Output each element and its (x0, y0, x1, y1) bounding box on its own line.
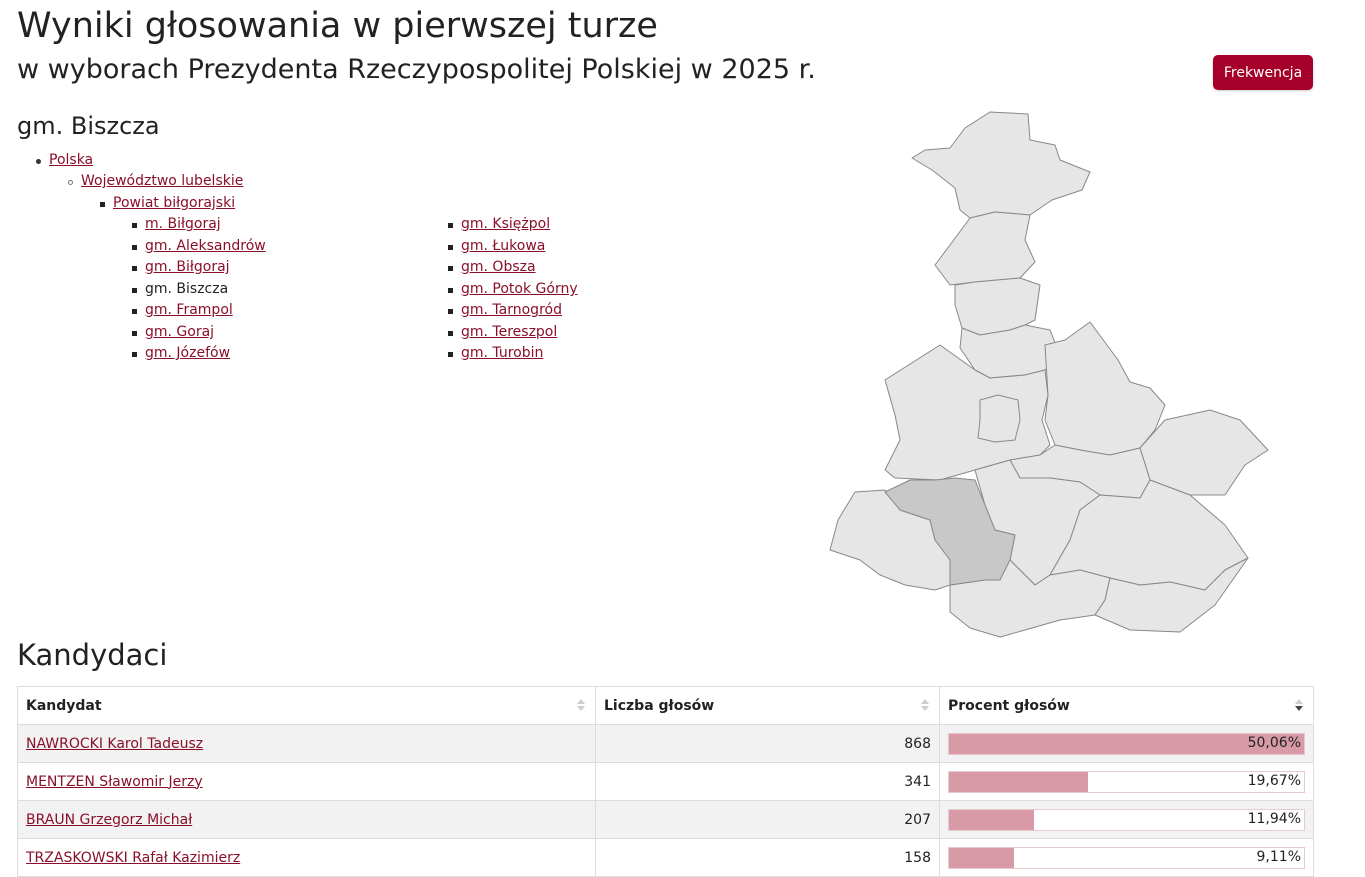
gmina-link[interactable]: gm. Goraj (145, 324, 215, 340)
bullet-icon (132, 352, 137, 357)
county-map (829, 111, 1269, 638)
bullet-icon (448, 352, 453, 357)
bullet-icon (448, 223, 453, 228)
gmina-link[interactable]: gm. Potok Górny (461, 281, 578, 297)
gmina-link[interactable]: gm. Aleksandrów (145, 238, 266, 254)
map-region[interactable] (884, 344, 1051, 481)
link-wojewodztwo[interactable]: Województwo lubelskie (81, 173, 244, 189)
bullet-icon (132, 288, 137, 293)
percent-bar-fill (949, 847, 1014, 868)
bullet-icon (448, 331, 453, 336)
bullet-icon (448, 245, 453, 250)
column-header-liczba-glosow[interactable]: Liczba głosów (595, 686, 940, 725)
percent-cell: 19,67% (939, 762, 1314, 801)
gmina-link[interactable]: gm. Tereszpol (461, 324, 558, 340)
table-row: TRZASKOWSKI Rafał Kazimierz 158 9,11% (17, 838, 1314, 877)
map-region[interactable] (934, 211, 1036, 286)
table-row: BRAUN Grzegorz Michał 207 11,94% (17, 800, 1314, 839)
bullet-icon (132, 266, 137, 271)
candidates-table: Kandydat Liczba głosów Procent głosów NA… (17, 686, 1314, 877)
gmina-link[interactable]: gm. Łukowa (461, 238, 546, 254)
votes-cell: 207 (595, 800, 940, 839)
percent-label: 50,06% (1247, 734, 1301, 751)
percent-bar: 19,67% (948, 770, 1305, 793)
breadcrumb-item-county: Powiat biłgorajski (100, 195, 235, 211)
candidate-link[interactable]: TRZASKOWSKI Rafał Kazimierz (26, 849, 241, 866)
sort-icon[interactable] (921, 699, 929, 713)
gmina-link[interactable]: gm. Frampol (145, 302, 233, 318)
gmina-link[interactable]: m. Biłgoraj (145, 216, 221, 232)
candidate-link[interactable]: MENTZEN Sławomir Jerzy (26, 773, 203, 790)
percent-bar-fill (949, 733, 1304, 754)
percent-label: 11,94% (1247, 810, 1301, 827)
percent-cell: 11,94% (939, 800, 1314, 839)
table-row: MENTZEN Sławomir Jerzy 341 19,67% (17, 762, 1314, 801)
link-powiat[interactable]: Powiat biłgorajski (113, 195, 236, 211)
frekwencja-button[interactable]: Frekwencja (1213, 55, 1313, 90)
votes-cell: 868 (595, 724, 940, 763)
column-header-kandydat[interactable]: Kandydat (17, 686, 596, 725)
bullet-icon (132, 223, 137, 228)
column-header-label: Liczba głosów (604, 697, 715, 714)
bullet-icon (68, 180, 73, 185)
column-header-procent-glosow[interactable]: Procent głosów (939, 686, 1314, 725)
percent-label: 9,11% (1256, 848, 1301, 865)
sort-icon[interactable] (577, 699, 585, 713)
percent-label: 19,67% (1247, 772, 1301, 789)
bullet-icon (100, 202, 105, 207)
breadcrumb-item-voivodeship: Województwo lubelskie (68, 173, 243, 189)
percent-bar: 11,94% (948, 808, 1305, 831)
location-title: gm. Biszcza (17, 112, 160, 140)
candidate-link[interactable]: NAWROCKI Karol Tadeusz (26, 735, 204, 752)
gmina-link[interactable]: gm. Obsza (461, 259, 536, 275)
votes-cell: 158 (595, 838, 940, 877)
candidate-link[interactable]: BRAUN Grzegorz Michał (26, 811, 193, 828)
map-region[interactable] (911, 111, 1091, 219)
bullet-icon (132, 331, 137, 336)
percent-cell: 50,06% (939, 724, 1314, 763)
map-region-selected-biszcza[interactable] (884, 477, 1016, 586)
bullet-icon (132, 245, 137, 250)
map-region[interactable] (1094, 557, 1249, 633)
gmina-link[interactable]: gm. Turobin (461, 345, 544, 361)
map-region[interactable] (977, 394, 1021, 443)
table-header-row: Kandydat Liczba głosów Procent głosów (17, 686, 1314, 725)
page-title: Wyniki głosowania w pierwszej turze (17, 6, 658, 46)
column-header-label: Procent głosów (948, 697, 1070, 714)
gmina-current: gm. Biszcza (145, 281, 229, 297)
table-row: NAWROCKI Karol Tadeusz 868 50,06% (17, 724, 1314, 763)
percent-bar: 50,06% (948, 732, 1305, 755)
page-subtitle: w wyborach Prezydenta Rzeczypospolitej P… (17, 54, 816, 85)
percent-bar-fill (949, 809, 1034, 830)
percent-cell: 9,11% (939, 838, 1314, 877)
bullet-icon (132, 309, 137, 314)
gmina-link[interactable]: gm. Księżpol (461, 216, 551, 232)
votes-cell: 341 (595, 762, 940, 801)
gmina-link[interactable]: gm. Tarnogród (461, 302, 562, 318)
gmina-link[interactable]: gm. Biłgoraj (145, 259, 230, 275)
bullet-icon (448, 266, 453, 271)
link-polska[interactable]: Polska (49, 152, 94, 168)
map-region[interactable] (1139, 409, 1269, 496)
map-region[interactable] (1044, 321, 1166, 456)
bullet-icon (36, 159, 41, 164)
column-header-label: Kandydat (26, 697, 102, 714)
bullet-icon (448, 288, 453, 293)
bullet-icon (448, 309, 453, 314)
percent-bar: 9,11% (948, 846, 1305, 869)
candidates-title: Kandydaci (17, 638, 168, 672)
sort-desc-icon[interactable] (1295, 699, 1303, 713)
breadcrumb-item-country: Polska (36, 152, 93, 168)
percent-bar-fill (949, 771, 1089, 792)
gmina-link[interactable]: gm. Józefów (145, 345, 231, 361)
